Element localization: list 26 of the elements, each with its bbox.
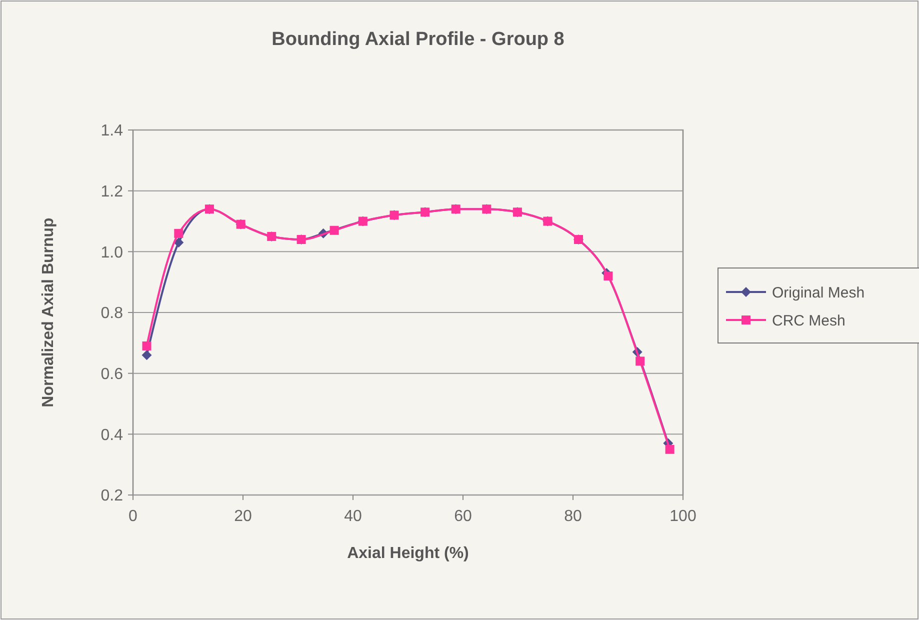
point	[142, 350, 152, 360]
point	[174, 228, 184, 238]
x-tick-label: 40	[344, 508, 362, 525]
y-axis-title: Normalized Axial Burnup	[40, 217, 57, 408]
y-tick-label: 0.8	[100, 305, 124, 322]
x-axis-title: Axial Height (%)	[347, 545, 469, 562]
y-tick-label: 0.2	[100, 488, 124, 505]
point	[665, 444, 674, 454]
chart-title: Bounding Axial Profile - Group 8	[272, 29, 564, 50]
legend-label: Original Mesh	[772, 284, 865, 302]
point	[142, 341, 152, 350]
x-tick-label: 60	[454, 508, 472, 525]
point	[174, 238, 184, 248]
x-tick-label: 100	[670, 508, 696, 525]
y-tick-label: 1.4	[100, 122, 124, 140]
x-tick-label: 0	[128, 508, 138, 525]
y-tick-label: 0.6	[100, 366, 124, 383]
y-tick-label: 1.0	[100, 244, 124, 262]
point	[330, 226, 339, 235]
legend-label: CRC Mesh	[772, 312, 846, 330]
y-tick-label: 0.4	[100, 426, 124, 444]
y-tick-label: 1.2	[100, 183, 124, 200]
point	[636, 356, 645, 366]
point	[604, 272, 613, 280]
x-tick-label: 20	[234, 508, 252, 525]
x-tick-label: 80	[564, 508, 582, 525]
